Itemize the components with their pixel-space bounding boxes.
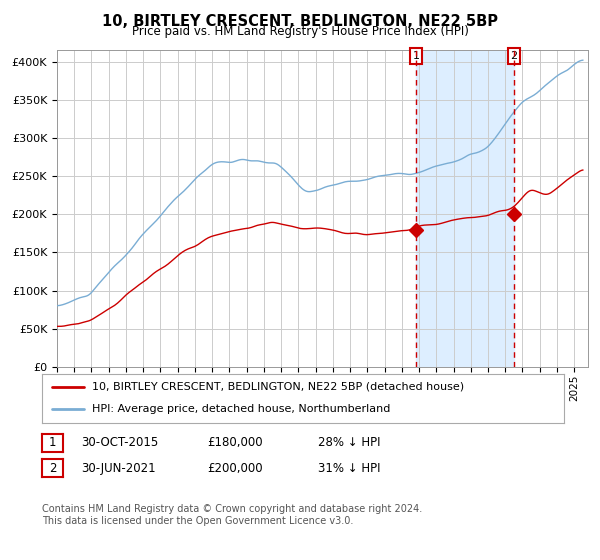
Text: 1: 1 bbox=[49, 436, 56, 450]
Text: 30-OCT-2015: 30-OCT-2015 bbox=[81, 436, 158, 450]
Text: Price paid vs. HM Land Registry's House Price Index (HPI): Price paid vs. HM Land Registry's House … bbox=[131, 25, 469, 38]
Text: £200,000: £200,000 bbox=[207, 461, 263, 475]
Text: 28% ↓ HPI: 28% ↓ HPI bbox=[318, 436, 380, 450]
Text: HPI: Average price, detached house, Northumberland: HPI: Average price, detached house, Nort… bbox=[92, 404, 390, 414]
Text: 1: 1 bbox=[413, 51, 419, 61]
Text: Contains HM Land Registry data © Crown copyright and database right 2024.
This d: Contains HM Land Registry data © Crown c… bbox=[42, 504, 422, 526]
Bar bbox=[416, 50, 514, 367]
Text: 2: 2 bbox=[511, 51, 517, 61]
Text: 31% ↓ HPI: 31% ↓ HPI bbox=[318, 461, 380, 475]
Text: 10, BIRTLEY CRESCENT, BEDLINGTON, NE22 5BP (detached house): 10, BIRTLEY CRESCENT, BEDLINGTON, NE22 5… bbox=[92, 382, 464, 392]
Text: 30-JUN-2021: 30-JUN-2021 bbox=[81, 461, 155, 475]
Text: £180,000: £180,000 bbox=[207, 436, 263, 450]
Text: 10, BIRTLEY CRESCENT, BEDLINGTON, NE22 5BP: 10, BIRTLEY CRESCENT, BEDLINGTON, NE22 5… bbox=[102, 14, 498, 29]
Text: 2: 2 bbox=[49, 461, 56, 475]
